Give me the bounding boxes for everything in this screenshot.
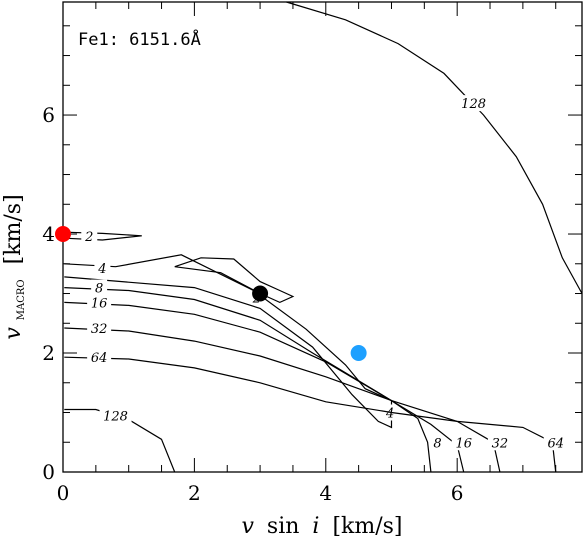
contour-label-bg	[429, 434, 446, 451]
contour-label-bg	[91, 279, 108, 296]
y-axis-label: v MACRO [km/s]	[1, 194, 30, 339]
contour-label-4: 4	[97, 262, 106, 277]
y-tick-label: 6	[42, 103, 55, 127]
contour-label-bg	[451, 434, 476, 451]
contour-label-bg	[543, 434, 568, 451]
contour-label-8: 8	[433, 436, 441, 451]
contour-label-8: 8	[95, 282, 103, 297]
contour-label-bg	[457, 95, 490, 112]
contour-label-64: 64	[91, 351, 108, 366]
y-tick-label: 2	[42, 341, 55, 365]
x-tick-label: 2	[188, 481, 201, 505]
x-tick-label: 0	[57, 481, 70, 505]
x-tick-label: 4	[319, 481, 332, 505]
x-axis-label-sin: sin	[267, 514, 300, 539]
contour-label-16: 16	[91, 296, 108, 311]
contour-line-16	[64, 301, 465, 473]
contour-label-16: 16	[455, 436, 472, 451]
contour-line-2	[174, 257, 295, 304]
x-axis-label-v: v	[241, 514, 254, 539]
plot-frame	[62, 1, 583, 473]
x-axis-label-i: i	[312, 514, 319, 539]
contour-line-2	[64, 231, 142, 241]
x-axis-label-unit: [km/s]	[332, 514, 402, 539]
contour-line-64	[64, 356, 557, 473]
y-tick-label: 4	[42, 222, 55, 246]
y-tick-label: 0	[42, 460, 55, 484]
contour-label-bg	[87, 349, 112, 366]
contour-label-bg	[99, 407, 132, 424]
contour-line-4	[64, 254, 393, 429]
contour-label-32: 32	[91, 322, 108, 337]
x-tick-label: 6	[451, 481, 464, 505]
contour-label-bg	[94, 259, 111, 276]
contour-label-128: 128	[103, 409, 128, 424]
panel-label: Fe1: 6151.6Å	[78, 28, 201, 50]
contour-label-bg	[87, 294, 112, 311]
marker-blue	[350, 345, 367, 362]
plot-layer: 02460246224488161632326464128128	[42, 1, 583, 505]
contour-label-bg	[487, 434, 512, 451]
contour-line-128	[286, 1, 583, 294]
y-axis-label-sub: MACRO	[16, 279, 27, 320]
contour-line-32	[64, 327, 501, 473]
y-axis-label-v: v	[1, 327, 26, 340]
contour-label-bg	[87, 320, 112, 337]
contour-label-2: 2	[84, 230, 93, 245]
contour-label-32: 32	[492, 436, 509, 451]
contour-label-bg	[81, 227, 98, 244]
contour-label-4: 4	[385, 407, 394, 422]
contour-line-8	[64, 287, 432, 473]
marker-red	[55, 226, 71, 243]
contour-label-64: 64	[547, 436, 564, 451]
contour-label-128: 128	[461, 97, 486, 112]
y-axis-label-unit: [km/s]	[1, 194, 26, 264]
marker-black	[252, 285, 269, 302]
x-axis-label: v sin i [km/s]	[241, 514, 402, 539]
